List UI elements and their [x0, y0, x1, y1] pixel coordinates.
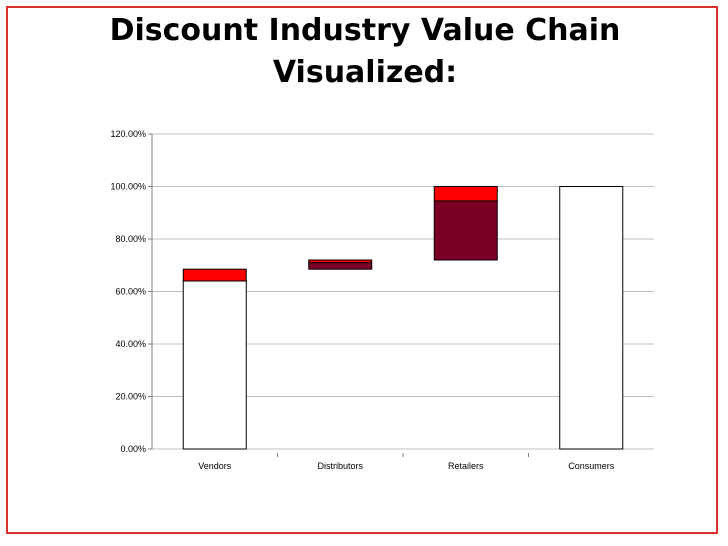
x-tick-label: Distributors [317, 461, 363, 471]
y-tick-label: 40.00% [115, 339, 146, 349]
bar-segment [308, 259, 373, 264]
y-tick-label: 100.00% [110, 182, 146, 192]
bar-segment [433, 200, 498, 261]
bar-segment [559, 186, 624, 450]
y-tick-label: 0.00% [120, 444, 146, 454]
y-tick-label: 120.00% [110, 129, 146, 139]
bar-segment [182, 280, 247, 450]
y-tick-label: 20.00% [115, 392, 146, 402]
bar-segment [433, 186, 498, 202]
bar-segment [308, 262, 373, 270]
x-tick-label: Consumers [568, 461, 615, 471]
y-tick-label: 60.00% [115, 287, 146, 297]
bar-segment [182, 268, 247, 282]
slide-title: Discount Industry Value Chain Visualized… [60, 10, 670, 94]
slide-title-line2: Visualized: [272, 55, 458, 90]
x-tick-label: Retailers [448, 461, 484, 471]
y-tick-label: 80.00% [115, 234, 146, 244]
slide-border [6, 6, 718, 534]
slide-title-line1: Discount Industry Value Chain [109, 13, 621, 48]
x-tick-label: Vendors [198, 461, 232, 471]
